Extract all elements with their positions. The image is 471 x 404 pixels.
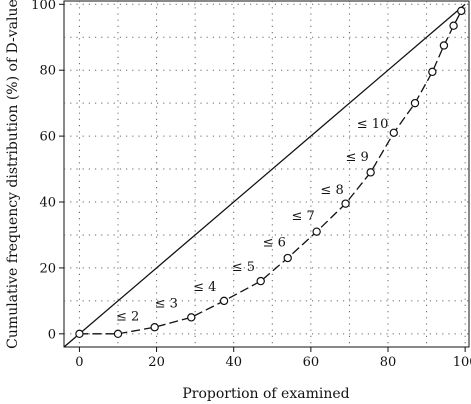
x-tick-label: 40 [225,355,242,370]
data-point [219,296,229,306]
series-line [79,10,462,335]
y-tick-label: 60 [39,130,56,145]
data-point [439,41,449,50]
annotation-label: ≤ 3 [155,296,178,311]
annotation-label: ≤ 5 [232,260,255,275]
x-tick-label: 100 [453,355,471,370]
y-tick-label: 0 [48,327,56,342]
x-tick-label: 60 [303,355,320,370]
data-point [113,329,123,339]
annotation-label: ≤ 7 [291,209,314,224]
annotation-label: ≤ 2 [116,310,139,325]
y-tick-label: 40 [39,196,56,211]
series-layer [63,3,466,348]
y-tick-label: 80 [39,64,56,79]
x-tick-label: 0 [75,355,83,370]
plot-frame [63,0,470,348]
data-point [389,128,398,138]
data-point [428,67,437,77]
data-point [283,253,292,263]
annotation-label: ≤ 4 [193,280,216,295]
data-point [150,323,159,332]
data-point [366,168,375,177]
y-tick-label: 100 [31,0,56,13]
data-point [457,6,466,16]
data-point [187,313,196,322]
annotation-label: ≤ 6 [263,235,286,250]
annotation-label: ≤ 8 [320,183,343,198]
x-axis-title: Proportion of examined [182,386,349,402]
y-axis-title: Cumulative frequency distribution (%) of… [5,0,21,349]
annotation-label: ≤ 10 [357,117,389,132]
data-point [410,98,420,108]
data-point [312,227,321,236]
data-point [449,21,458,30]
y-tick-label: 20 [39,261,56,276]
data-point [256,276,265,286]
data-point [341,199,350,208]
data-point [75,329,84,339]
x-tick-label: 80 [380,355,397,370]
axis-ticks: 0 20 40 60 80 100 0 20 40 60 80 100 [31,0,471,370]
annotations: ≤ 2 ≤ 3 ≤ 4 ≤ 5 ≤ 6 ≤ 7 ≤ 8 ≤ 9 ≤ 10 [116,117,388,325]
annotation-label: ≤ 9 [345,150,368,165]
reference-line [63,3,466,348]
x-tick-label: 20 [148,355,165,370]
